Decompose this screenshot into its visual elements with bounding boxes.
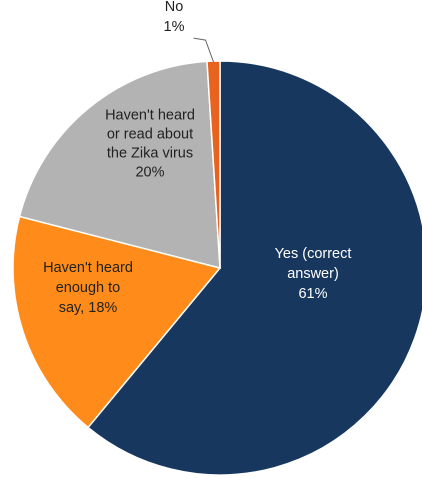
slice-label-0: Yes (correct answer) 61%: [275, 246, 352, 302]
pie-slices: [12, 60, 422, 476]
pie-labels: Yes (correct answer) 61% Haven't heard enoug…: [43, 0, 351, 316]
slice-label-2-line-1: or read about: [107, 127, 193, 143]
slice-label-2-line-0: Haven't heard: [105, 108, 195, 124]
slice-label-2-line-2: the Zika virus: [107, 146, 193, 162]
slice-label-0-line-1: answer): [287, 266, 339, 282]
leader-line: [193, 37, 214, 63]
slice-label-3-line-1: 1%: [164, 19, 185, 35]
pie-slice-0: [86, 60, 422, 476]
slice-label-1-line-1: enough to: [56, 280, 121, 296]
slice-label-3: No 1%: [164, 0, 185, 35]
slice-label-1: Haven't heard enough to say, 18%: [43, 260, 133, 316]
slice-label-1-line-2: say, 18%: [59, 300, 118, 316]
slice-label-0-line-0: Yes (correct: [275, 246, 352, 262]
slice-label-0-line-2: 61%: [298, 286, 327, 302]
slice-label-2: Haven't heard or read about the Zika virus…: [105, 108, 195, 181]
pie-slice-1: [12, 215, 222, 429]
slice-label-2-line-3: 20%: [135, 165, 164, 181]
slice-label-3-line-0: No: [165, 0, 184, 15]
pie-slice-2: [18, 60, 221, 269]
slice-label-1-line-0: Haven't heard: [43, 260, 133, 276]
